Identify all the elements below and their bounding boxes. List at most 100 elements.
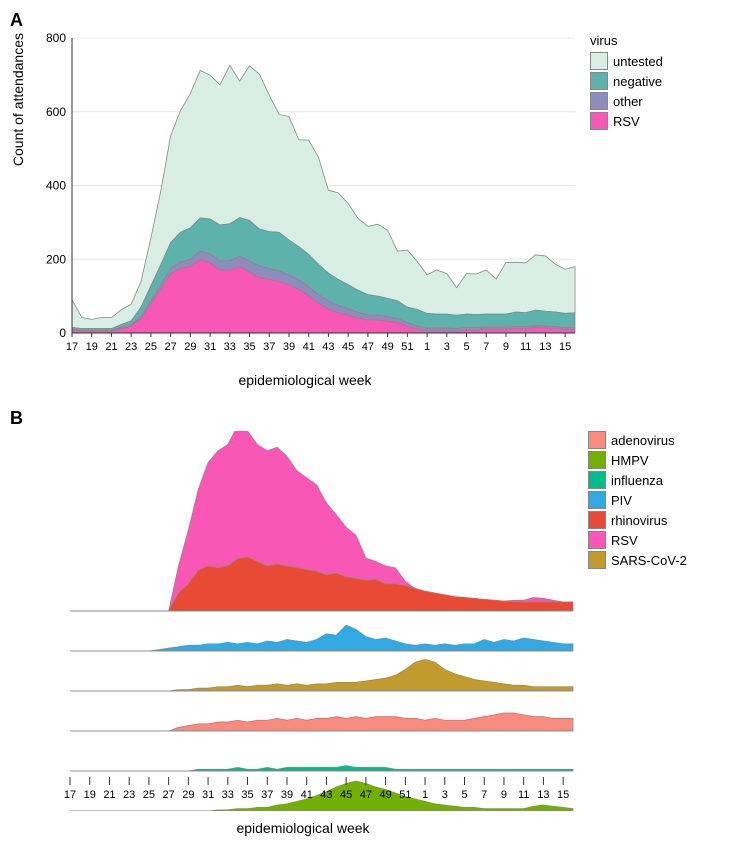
svg-text:47: 47 [360, 789, 372, 801]
legend-swatch [590, 92, 608, 110]
legend-swatch [588, 551, 606, 569]
svg-text:1: 1 [422, 789, 428, 801]
panel-b: B 17192123252729313335373941434547495113… [10, 408, 740, 836]
chart-a-container: Count of attendances 0200400600800171921… [10, 33, 740, 388]
svg-text:7: 7 [483, 341, 489, 353]
svg-text:400: 400 [46, 179, 66, 193]
svg-text:23: 23 [125, 341, 137, 353]
legend-item: influenza [588, 471, 687, 489]
svg-text:45: 45 [342, 341, 354, 353]
legend-swatch [588, 431, 606, 449]
legend-swatch [590, 52, 608, 70]
panel-a: A Count of attendances 02004006008001719… [10, 10, 740, 388]
svg-text:41: 41 [303, 341, 315, 353]
svg-text:31: 31 [202, 789, 214, 801]
svg-text:41: 41 [301, 789, 313, 801]
svg-text:7: 7 [481, 789, 487, 801]
svg-text:33: 33 [224, 341, 236, 353]
legend-label: negative [613, 74, 662, 89]
svg-text:19: 19 [86, 341, 98, 353]
svg-text:39: 39 [283, 341, 295, 353]
svg-text:23: 23 [123, 789, 135, 801]
panel-a-xlabel: epidemiological week [30, 372, 580, 388]
svg-text:45: 45 [340, 789, 352, 801]
svg-text:15: 15 [559, 341, 571, 353]
svg-text:600: 600 [46, 105, 66, 119]
svg-text:21: 21 [105, 341, 117, 353]
legend-label: PIV [611, 493, 632, 508]
svg-text:25: 25 [145, 341, 157, 353]
svg-text:17: 17 [66, 341, 78, 353]
legend-item: PIV [588, 491, 687, 509]
panel-a-ylabel: Count of attendances [10, 33, 26, 166]
svg-text:3: 3 [444, 341, 450, 353]
legend-item: other [590, 92, 663, 110]
svg-text:11: 11 [520, 341, 531, 353]
legend-item: RSV [590, 112, 663, 130]
legend-label: untested [613, 54, 663, 69]
chart-b-container: 1719212325272931333537394143454749511357… [10, 431, 740, 836]
legend-b: adenovirus HMPV influenza PIV rhinovirus RSV S… [588, 431, 687, 571]
svg-text:29: 29 [184, 341, 196, 353]
legend-label: adenovirus [611, 433, 675, 448]
svg-text:0: 0 [59, 326, 66, 340]
svg-text:9: 9 [501, 789, 507, 801]
legend-swatch [588, 451, 606, 469]
svg-text:17: 17 [64, 789, 76, 801]
svg-text:47: 47 [362, 341, 374, 353]
svg-text:13: 13 [537, 789, 549, 801]
svg-text:29: 29 [182, 789, 194, 801]
legend-item: untested [590, 52, 663, 70]
svg-text:33: 33 [222, 789, 234, 801]
svg-text:51: 51 [399, 789, 411, 801]
chart-a-svg: 0200400600800171921232527293133353739414… [30, 33, 580, 363]
legend-item: adenovirus [588, 431, 687, 449]
legend-swatch [588, 491, 606, 509]
svg-text:5: 5 [463, 341, 469, 353]
svg-text:15: 15 [557, 789, 569, 801]
chart-b-area: 1719212325272931333537394143454749511357… [28, 431, 578, 836]
legend-label: influenza [611, 473, 663, 488]
svg-text:25: 25 [143, 789, 155, 801]
svg-text:19: 19 [84, 789, 96, 801]
svg-text:21: 21 [103, 789, 115, 801]
svg-text:43: 43 [322, 341, 334, 353]
legend-item: RSV [588, 531, 687, 549]
svg-text:49: 49 [381, 341, 393, 353]
svg-text:11: 11 [518, 789, 529, 801]
svg-text:200: 200 [46, 252, 66, 266]
legend-label: rhinovirus [611, 513, 667, 528]
svg-text:39: 39 [281, 789, 293, 801]
legend-label: SARS-CoV-2 [611, 553, 687, 568]
legend-swatch [588, 511, 606, 529]
svg-text:800: 800 [46, 33, 66, 45]
panel-b-xlabel: epidemiological week [28, 820, 578, 836]
svg-text:49: 49 [379, 789, 391, 801]
legend-swatch [588, 531, 606, 549]
legend-label: other [613, 94, 643, 109]
legend-label: HMPV [611, 453, 649, 468]
svg-text:35: 35 [241, 789, 253, 801]
legend-a-title: virus [590, 33, 663, 48]
svg-text:27: 27 [163, 789, 175, 801]
svg-text:35: 35 [243, 341, 255, 353]
legend-label: RSV [613, 114, 640, 129]
legend-item: HMPV [588, 451, 687, 469]
svg-text:27: 27 [165, 341, 177, 353]
svg-text:37: 37 [261, 789, 273, 801]
legend-label: RSV [611, 533, 638, 548]
svg-text:13: 13 [539, 341, 551, 353]
svg-text:37: 37 [263, 341, 275, 353]
chart-a-area: 0200400600800171921232527293133353739414… [30, 33, 580, 388]
panel-b-label: B [10, 408, 740, 429]
svg-text:31: 31 [204, 341, 216, 353]
legend-a: virus untested negative other RSV [590, 33, 663, 132]
panel-a-label: A [10, 10, 740, 31]
svg-text:3: 3 [442, 789, 448, 801]
svg-text:1: 1 [424, 341, 430, 353]
legend-item: SARS-CoV-2 [588, 551, 687, 569]
svg-text:43: 43 [320, 789, 332, 801]
legend-item: negative [590, 72, 663, 90]
svg-text:5: 5 [461, 789, 467, 801]
legend-swatch [588, 471, 606, 489]
